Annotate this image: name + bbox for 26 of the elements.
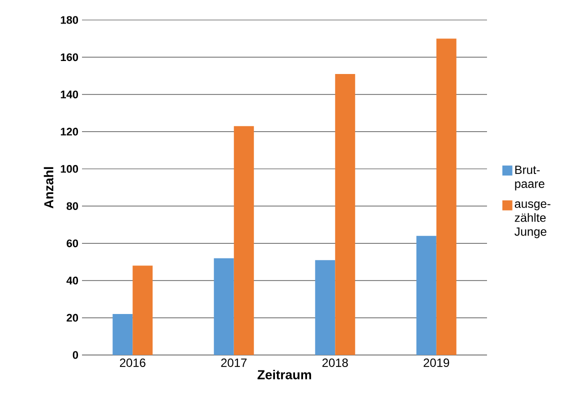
y-tick-label: 180 <box>60 16 78 24</box>
bar <box>112 314 133 355</box>
legend-label: ausge-zählte Junge <box>514 201 550 238</box>
bar <box>132 266 153 355</box>
y-tick-label: 140 <box>60 90 78 98</box>
y-tick-label: 120 <box>60 128 78 136</box>
bar <box>335 74 356 355</box>
y-tick-label: 160 <box>60 53 78 62</box>
bar <box>315 260 336 355</box>
y-axis-title: Anzahl <box>44 167 54 208</box>
y-tick-label: 60 <box>66 239 78 248</box>
y-tick-label: 100 <box>60 165 78 173</box>
bar <box>416 236 436 355</box>
y-tick-label: 80 <box>66 202 78 210</box>
y-tick-label: 20 <box>66 314 78 322</box>
y-tick-label: 40 <box>66 276 78 284</box>
x-tick-label: 2017 <box>221 358 247 367</box>
x-tick-label: 2018 <box>322 358 348 367</box>
x-tick-label: 2019 <box>424 358 450 367</box>
bar <box>436 38 456 355</box>
bar <box>234 126 254 355</box>
y-tick-label: 0 <box>72 351 78 359</box>
x-tick-label: 2016 <box>120 358 146 367</box>
x-axis-title: Zeitraum <box>258 370 312 380</box>
legend-label: Brut-paare <box>515 166 544 190</box>
bar <box>214 258 234 355</box>
